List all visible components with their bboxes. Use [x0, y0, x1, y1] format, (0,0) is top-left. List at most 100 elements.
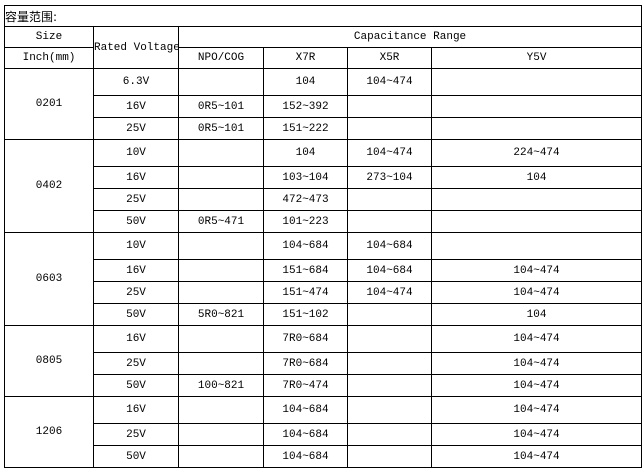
x7r-cell: 104~684: [263, 396, 348, 424]
voltage-cell: 10V: [93, 139, 179, 167]
table-row: 25V 7R0~684 104~474: [5, 352, 643, 375]
x5r-cell: [347, 95, 432, 118]
x5r-cell: [347, 303, 432, 326]
y5v-cell: [430, 95, 643, 118]
x7r-cell: 7R0~684: [263, 325, 348, 353]
voltage-cell: 25V: [93, 423, 179, 446]
npo-cell: [178, 139, 264, 167]
x5r-cell: [347, 445, 432, 468]
x7r-cell: 103~104: [263, 166, 348, 189]
table-title: 容量范围:: [3, 5, 643, 27]
npo-cell: [178, 423, 264, 446]
x7r-cell: 7R0~684: [263, 352, 348, 375]
npo-cell: [178, 396, 264, 424]
table-row: 1206 16V 104~684 104~474: [4, 396, 643, 468]
y5v-cell: 104~474: [430, 259, 643, 282]
x7r-cell: 151~474: [263, 281, 348, 304]
table-row: 50V 104~684 104~474: [5, 445, 643, 468]
voltage-cell: 16V: [93, 325, 179, 353]
header-size: Size: [4, 26, 94, 48]
y5v-cell: [430, 210, 643, 233]
npo-cell: 5R0~821: [178, 303, 264, 326]
y5v-cell: 224~474: [430, 139, 643, 167]
x7r-cell: 104~684: [263, 423, 348, 446]
header-rated-voltage: Rated Voltage: [93, 26, 180, 69]
x5r-cell: 104~474: [347, 68, 432, 96]
npo-cell: [178, 166, 264, 189]
x7r-cell: 101~223: [263, 210, 348, 233]
npo-cell: 0R5~101: [178, 117, 264, 140]
table-row: 0603 10V 104~684 104~684: [4, 232, 643, 326]
x5r-cell: 104~474: [347, 281, 432, 304]
x7r-cell: 104~684: [263, 445, 348, 468]
npo-cell: [178, 259, 264, 282]
table-row: 0805 16V 7R0~684 104~474: [4, 325, 643, 397]
x5r-cell: 104~474: [347, 139, 432, 167]
y5v-cell: 104~474: [430, 445, 643, 468]
size-cell: 0805: [4, 325, 94, 397]
npo-cell: [178, 325, 264, 353]
voltage-cell: 16V: [93, 396, 179, 424]
table-row: 50V 5R0~821 151~102 104: [5, 303, 643, 326]
voltage-cell: 25V: [93, 188, 179, 211]
x5r-cell: [347, 374, 432, 397]
y5v-cell: [430, 188, 643, 211]
voltage-cell: 16V: [93, 166, 179, 189]
x5r-cell: 273~104: [347, 166, 432, 189]
x7r-cell: 104: [263, 68, 348, 96]
npo-cell: [178, 352, 264, 375]
table-row: 50V 0R5~471 101~223: [5, 210, 643, 233]
header-npo-cog: NPO/COG: [178, 47, 264, 69]
voltage-cell: 50V: [93, 210, 179, 233]
table-row: 0201 6.3V 104 104~474: [4, 68, 643, 140]
npo-cell: [178, 445, 264, 468]
size-cell: 0603: [4, 232, 94, 326]
y5v-cell: 104~474: [430, 396, 643, 424]
npo-cell: 0R5~471: [178, 210, 264, 233]
npo-cell: [178, 281, 264, 304]
size-cell: 0402: [4, 139, 94, 233]
voltage-cell: 25V: [93, 281, 179, 304]
header-x7r: X7R: [263, 47, 348, 69]
x5r-cell: [347, 117, 432, 140]
size-cell: 1206: [4, 396, 94, 468]
x7r-cell: 472~473: [263, 188, 348, 211]
x7r-cell: 104: [263, 139, 348, 167]
table-row: 16V 0R5~101 152~392: [5, 95, 643, 118]
x7r-cell: 152~392: [263, 95, 348, 118]
table-row: 0402 10V 104 104~474 224~474: [4, 139, 643, 233]
table-row: 50V 100~821 7R0~474 104~474: [5, 374, 643, 397]
x5r-cell: [347, 325, 432, 353]
header-size-unit: Inch(mm): [4, 47, 94, 69]
header-y5v: Y5V: [430, 47, 643, 69]
y5v-cell: 104~474: [430, 352, 643, 375]
x5r-cell: 104~684: [347, 232, 432, 260]
table-row: 16V 103~104 273~104 104: [5, 166, 643, 189]
table-row: 25V 0R5~101 151~222: [5, 117, 643, 140]
npo-cell: [178, 68, 264, 96]
y5v-cell: [430, 68, 643, 96]
voltage-cell: 16V: [93, 259, 179, 282]
header-x5r: X5R: [347, 47, 432, 69]
x7r-cell: 151~102: [263, 303, 348, 326]
npo-cell: 0R5~101: [178, 95, 264, 118]
table-row: 25V 472~473: [5, 188, 643, 211]
x7r-cell: 7R0~474: [263, 374, 348, 397]
npo-cell: [178, 232, 264, 260]
x7r-cell: 104~684: [263, 232, 348, 260]
x5r-cell: [347, 210, 432, 233]
table-row: 16V 151~684 104~684 104~474: [5, 259, 643, 282]
x7r-cell: 151~684: [263, 259, 348, 282]
x5r-cell: [347, 188, 432, 211]
voltage-cell: 50V: [93, 445, 179, 468]
y5v-cell: 104: [430, 166, 643, 189]
x5r-cell: [347, 423, 432, 446]
voltage-cell: 25V: [93, 352, 179, 375]
voltage-cell: 6.3V: [93, 68, 179, 96]
voltage-cell: 25V: [93, 117, 179, 140]
y5v-cell: 104~474: [430, 281, 643, 304]
table-row: 25V 104~684 104~474: [5, 423, 643, 446]
x5r-cell: [347, 352, 432, 375]
y5v-cell: 104~474: [430, 374, 643, 397]
npo-cell: [178, 188, 264, 211]
